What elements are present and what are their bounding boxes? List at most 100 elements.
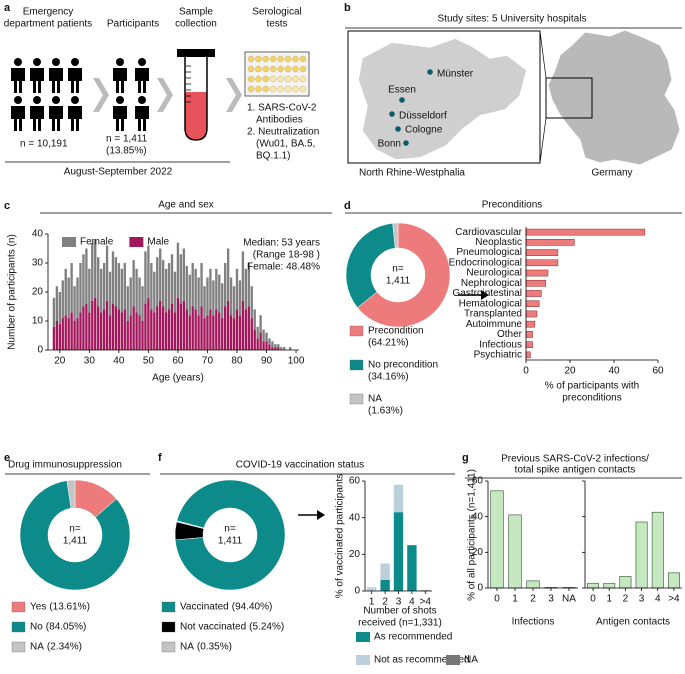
x-axis-label: Antigen contacts	[596, 617, 670, 628]
bar-segment	[64, 268, 67, 316]
bar-segment	[253, 309, 256, 330]
panel-label: g	[462, 452, 469, 464]
bar-segment	[123, 309, 126, 350]
legend-value: (0.35%)	[197, 642, 232, 653]
chart-title: Drug immunosuppression	[8, 460, 122, 471]
well	[284, 55, 292, 63]
bar	[603, 583, 616, 589]
bar-segment	[153, 312, 156, 350]
y-tick-label: Hematological	[459, 298, 522, 309]
bar-segment	[144, 303, 147, 350]
legend-swatch	[161, 621, 176, 633]
wells	[247, 55, 306, 93]
site-label: Düsseldorf	[399, 111, 447, 122]
bar-segment	[274, 347, 277, 350]
bar-segment	[176, 297, 180, 350]
x-tick-label: 20	[54, 356, 66, 367]
zoom-line	[539, 117, 547, 164]
bar-segment	[218, 274, 221, 313]
well	[299, 75, 306, 83]
bar-segment	[259, 315, 262, 333]
site-dot	[399, 97, 405, 103]
x-tick-label: 2	[623, 594, 629, 605]
bar-segment	[250, 286, 253, 319]
bar-segment	[144, 251, 147, 304]
person-icon	[71, 96, 79, 104]
bar-segment	[226, 248, 230, 301]
bar-segment	[200, 263, 203, 307]
bar	[635, 521, 648, 589]
bar-segment	[212, 315, 215, 350]
y-axis-label: Number of participants (n)	[7, 234, 18, 350]
bar-segment	[188, 274, 191, 316]
legend-swatch	[446, 655, 460, 665]
bar-segment	[108, 315, 112, 350]
person-icon	[68, 106, 82, 131]
legend-swatch	[11, 621, 26, 633]
well	[299, 65, 306, 73]
x-axis-label: preconditions	[562, 393, 621, 404]
step-label: Emergency	[23, 7, 74, 18]
bar-segment	[70, 263, 73, 313]
bar-segment	[114, 306, 118, 350]
bar-segment	[271, 341, 274, 348]
bar-segment	[283, 347, 286, 350]
test-label: BQ.1.1)	[256, 151, 290, 162]
bar-segment	[241, 251, 245, 301]
well	[255, 75, 262, 83]
well	[270, 75, 277, 83]
y-tick-label: 10	[32, 316, 44, 327]
chart-title: COVID-19 vaccination status	[236, 460, 364, 471]
legend-value: (64.21%)	[368, 338, 409, 349]
bar-segment	[58, 292, 61, 324]
zoom-line	[539, 30, 547, 79]
site-dot	[389, 111, 395, 117]
x-tick-label: 3	[639, 594, 645, 605]
legend-swatch	[11, 641, 26, 653]
plate	[244, 51, 310, 97]
person-icon	[33, 58, 41, 66]
bar-segment	[250, 318, 253, 350]
bar-segment	[52, 326, 56, 350]
bar	[525, 249, 559, 256]
y-tick-label: Cardiovascular	[455, 227, 522, 238]
tube-cap	[177, 49, 215, 57]
bar-segment	[117, 309, 121, 350]
bar-segment	[277, 347, 280, 350]
bar-segment	[218, 312, 221, 350]
person-icon	[30, 68, 44, 93]
donut-slice	[357, 222, 451, 328]
x-tick-label: 90	[261, 356, 273, 367]
bar-segment	[176, 242, 180, 298]
bar-segment	[170, 303, 174, 350]
bar-segment	[150, 263, 153, 310]
well	[262, 65, 269, 73]
y-tick-label: 60	[349, 476, 361, 487]
bar-segment	[61, 318, 64, 350]
x-tick-label: 60	[172, 356, 184, 367]
legend-label: Yes	[30, 602, 46, 613]
bar-segment	[156, 257, 159, 307]
annotation: Median: 53 years	[243, 238, 320, 249]
bar-segment	[232, 286, 236, 319]
bar-segment	[241, 300, 245, 350]
y-tick-label: 40	[472, 511, 484, 522]
legend-label: Vaccinated	[180, 602, 229, 613]
bar-segment	[268, 338, 271, 345]
arrow	[226, 78, 242, 112]
bar-segment	[123, 263, 126, 310]
chart-title: total spike antigen contacts	[515, 465, 636, 476]
bar-segment	[244, 268, 248, 310]
bar	[525, 239, 575, 246]
legend-label: Not vaccinated	[180, 622, 246, 633]
bar-segment	[159, 248, 162, 301]
bar-segment	[164, 312, 168, 350]
bar	[525, 259, 559, 267]
bar-segment	[161, 260, 165, 307]
bar-segment	[223, 306, 227, 350]
bar-segment	[200, 306, 203, 350]
bar-segment	[94, 239, 97, 298]
y-axis-label: % of all participants (n=1,411)	[467, 469, 478, 601]
site-label: Münster	[437, 69, 474, 80]
well	[277, 65, 284, 73]
